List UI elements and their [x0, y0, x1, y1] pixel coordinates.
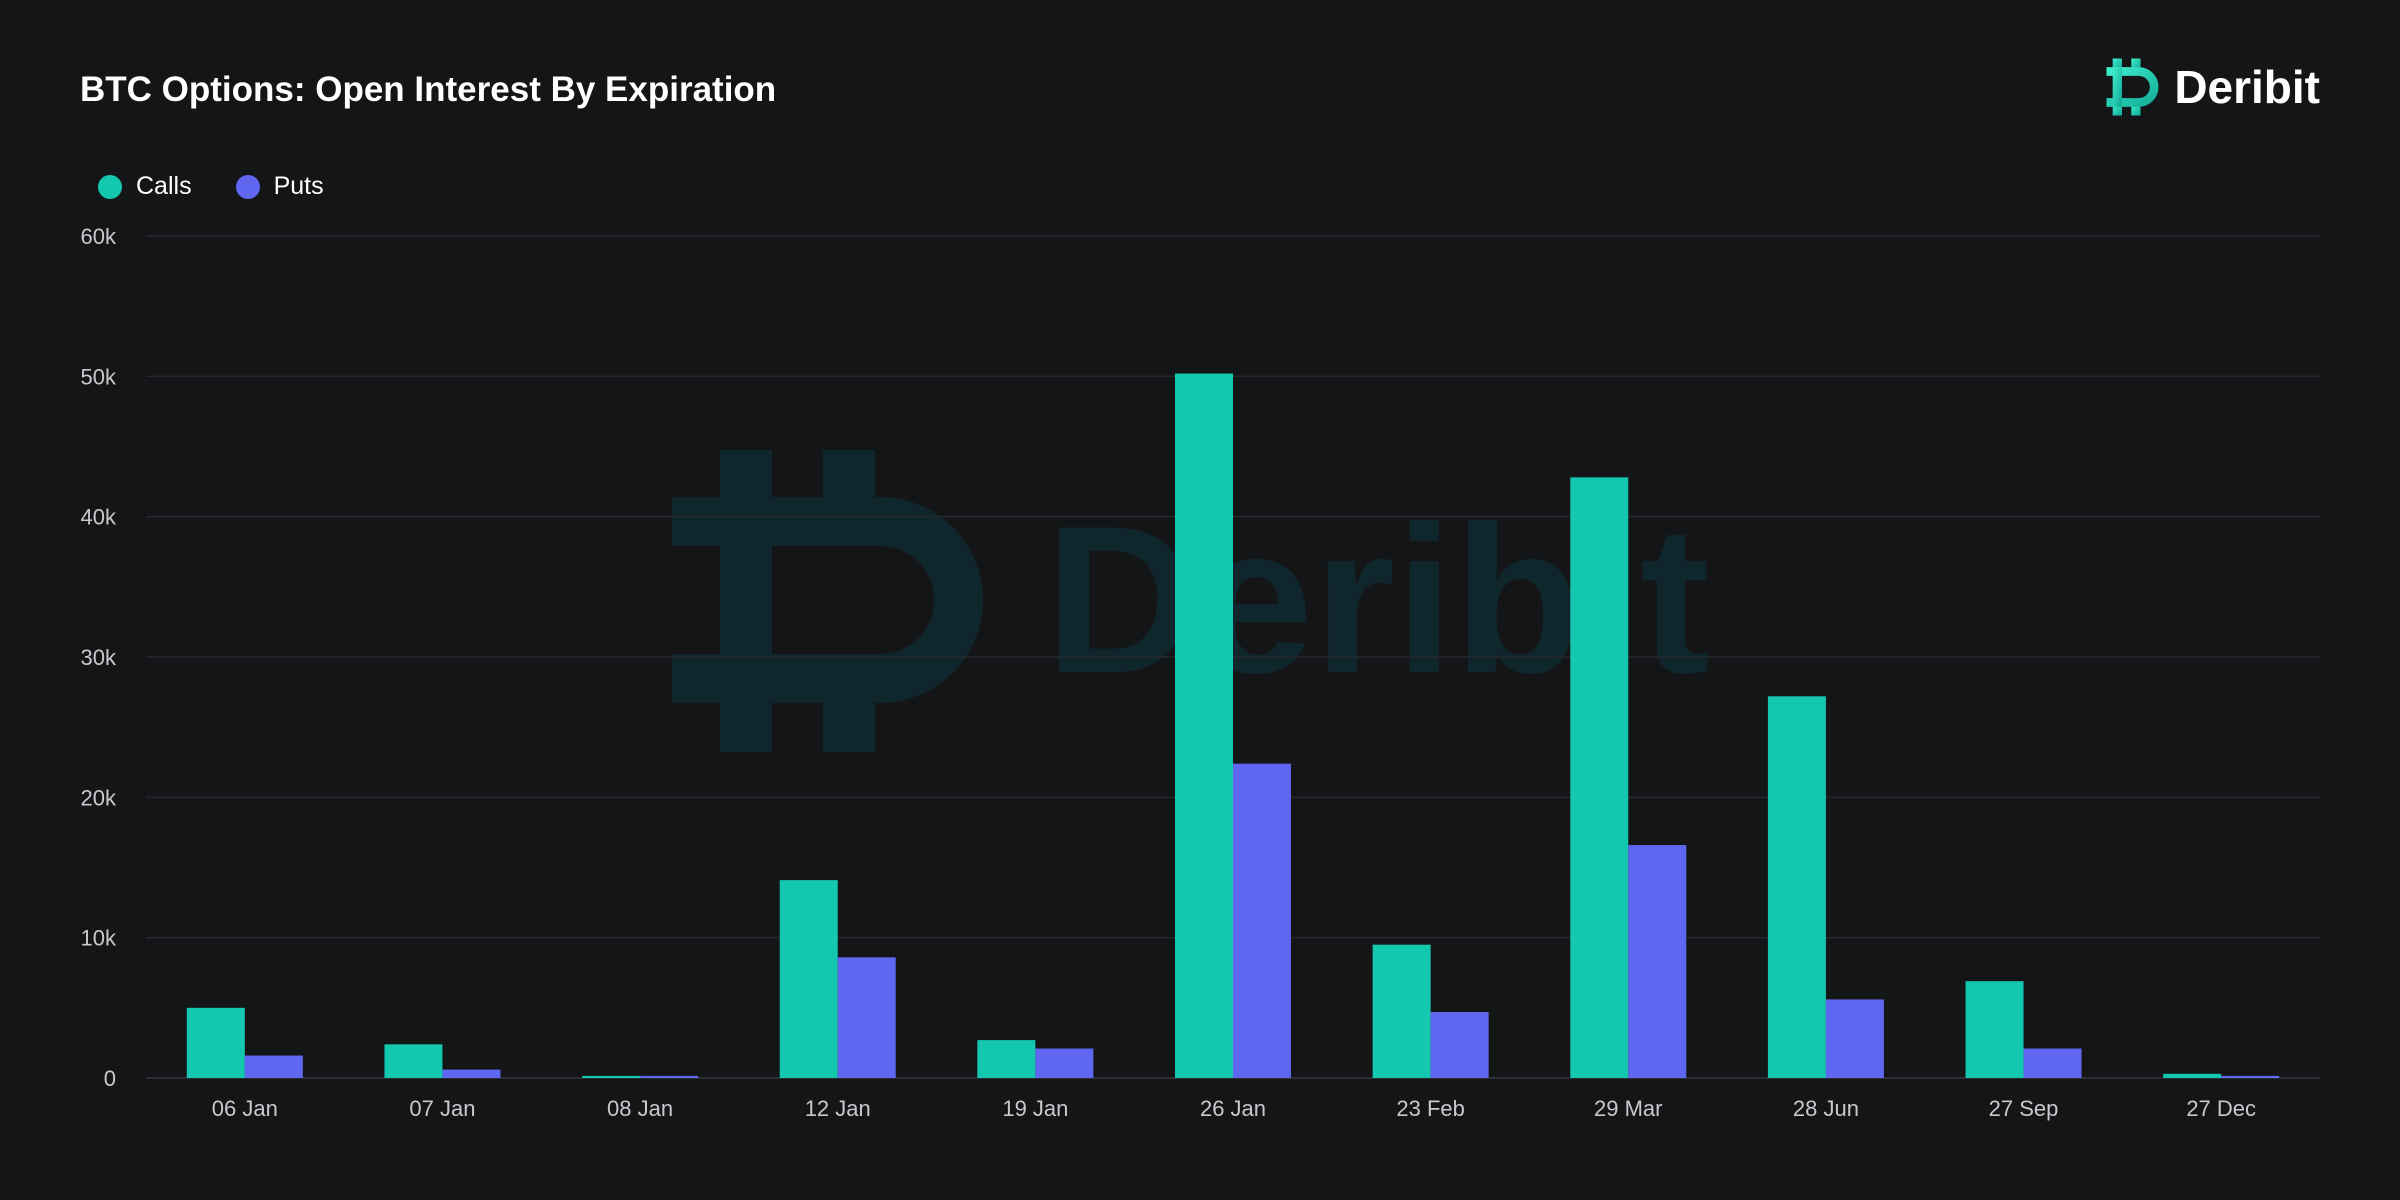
legend-item-puts[interactable]: Puts — [235, 172, 324, 201]
bar-calls[interactable] — [1570, 477, 1629, 1079]
watermark-logo-icon — [672, 450, 983, 752]
y-tick-label: 60k — [81, 224, 117, 249]
brand-name: Deribit — [2174, 61, 2320, 113]
y-tick-label: 0 — [104, 1066, 116, 1091]
y-tick-label: 20k — [81, 785, 117, 810]
bar-calls[interactable] — [582, 1075, 641, 1078]
bar-calls[interactable] — [977, 1040, 1036, 1078]
bar-puts[interactable] — [2221, 1075, 2280, 1078]
bar-calls[interactable] — [1965, 981, 2024, 1078]
bar-puts[interactable] — [442, 1069, 501, 1078]
y-tick-label: 10k — [81, 926, 117, 951]
legend-label-calls: Calls — [136, 172, 192, 200]
bar-calls[interactable] — [1372, 944, 1431, 1078]
x-tick-label: 19 Jan — [1002, 1096, 1068, 1121]
x-tick-label: 27 Sep — [1989, 1096, 2059, 1121]
bar-calls[interactable] — [779, 880, 838, 1078]
x-tick-label: 26 Jan — [1200, 1096, 1266, 1121]
legend: Calls Puts — [98, 172, 324, 201]
legend-item-calls[interactable]: Calls — [98, 172, 192, 201]
legend-swatch-calls — [98, 174, 122, 199]
x-tick-label: 27 Dec — [2186, 1096, 2256, 1121]
chart-title: BTC Options: Open Interest By Expiration — [80, 70, 777, 109]
bar-calls[interactable] — [1767, 696, 1826, 1078]
x-tick-label: 29 Mar — [1594, 1096, 1662, 1121]
x-tick-label: 08 Jan — [607, 1096, 673, 1121]
bar-calls[interactable] — [384, 1044, 443, 1078]
bar-puts[interactable] — [244, 1055, 303, 1078]
bars — [186, 373, 2280, 1079]
x-tick-label: 28 Jun — [1793, 1096, 1859, 1121]
bar-calls[interactable] — [2163, 1073, 2222, 1078]
y-tick-label: 30k — [81, 645, 117, 670]
y-tick-label: 50k — [81, 364, 117, 389]
bar-puts[interactable] — [640, 1075, 699, 1078]
bar-puts[interactable] — [1430, 1012, 1489, 1078]
y-tick-label: 40k — [81, 505, 117, 530]
x-axis: 06 Jan 07 Jan 08 Jan 12 Jan 19 Jan 26 Jan 23 F… — [212, 1096, 2256, 1121]
legend-label-puts: Puts — [273, 172, 324, 200]
deribit-d-logo-icon — [2106, 58, 2159, 116]
bar-puts[interactable] — [1035, 1048, 1094, 1078]
bar-puts[interactable] — [837, 957, 896, 1078]
x-tick-label: 12 Jan — [805, 1096, 871, 1121]
bar-puts[interactable] — [1628, 845, 1687, 1078]
legend-swatch-puts — [235, 174, 260, 199]
x-tick-label: 07 Jan — [409, 1096, 475, 1121]
bar-calls[interactable] — [186, 1007, 245, 1078]
x-tick-label: 23 Feb — [1396, 1096, 1465, 1121]
bar-puts[interactable] — [2023, 1048, 2082, 1078]
x-tick-label: 06 Jan — [212, 1096, 278, 1121]
bar-calls[interactable] — [1175, 373, 1233, 1078]
y-axis: 0 10k 20k 30k 40k 50k 60k — [81, 224, 117, 1091]
bar-puts[interactable] — [1825, 999, 1884, 1078]
brand-logo: Deribit — [2104, 56, 2320, 118]
bar-puts[interactable] — [1233, 763, 1291, 1078]
